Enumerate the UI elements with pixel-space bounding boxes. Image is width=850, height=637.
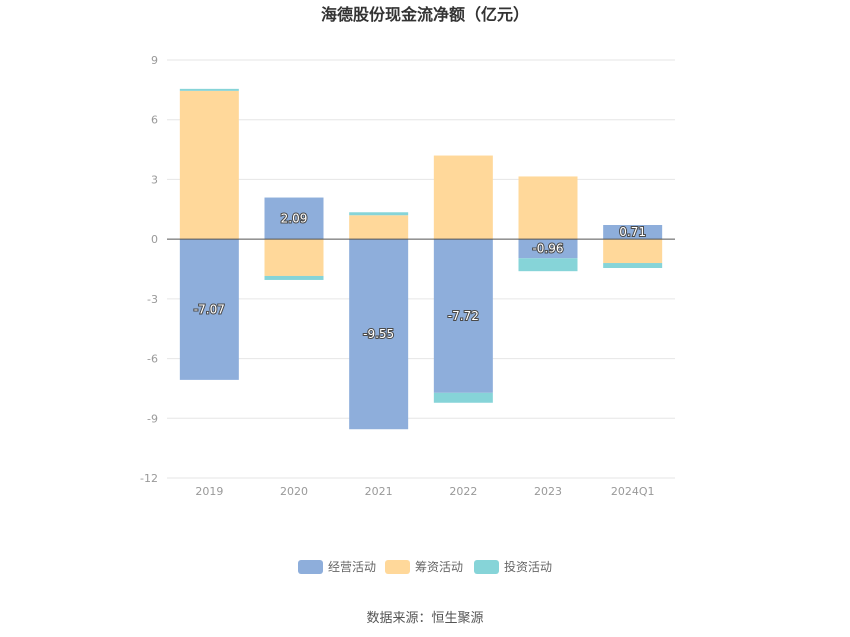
y-tick-label: 6 (151, 114, 158, 127)
bar-segment (518, 239, 578, 259)
legend-swatch[interactable] (385, 560, 410, 574)
legend[interactable]: 经营活动 筹资活动 投资活动 (298, 559, 552, 574)
y-tick-label: 9 (151, 54, 158, 67)
x-tick-label: 2022 (449, 485, 477, 498)
data-label: 2.09 (281, 211, 308, 225)
grid (167, 59, 675, 479)
bar-segment (179, 90, 239, 240)
data-label: 0.71 (619, 225, 646, 239)
bar-segment (349, 239, 409, 430)
source-note: 数据来源：恒生聚源 (366, 611, 483, 626)
x-tick-label: 2020 (280, 485, 308, 498)
x-tick-label: 2019 (195, 485, 223, 498)
y-tick-label: -3 (147, 293, 158, 306)
legend-swatch[interactable] (474, 560, 499, 574)
bar-segment (603, 239, 663, 264)
bar-segment (179, 239, 239, 380)
bar-segment (603, 225, 663, 240)
legend-swatch[interactable] (298, 560, 323, 574)
bar-segment (433, 392, 493, 403)
bar-segment (264, 275, 324, 280)
x-tick-label: 2024Q1 (611, 485, 655, 498)
y-tick-label: 3 (151, 173, 158, 186)
bar-segment (603, 263, 663, 269)
chart-title: 海德股份现金流净额（亿元） (321, 5, 529, 24)
x-tick-label: 2021 (365, 485, 393, 498)
x-tick-label: 2023 (534, 485, 562, 498)
data-label: -0.96 (532, 242, 563, 256)
bars (179, 88, 663, 430)
bar-segment (349, 212, 409, 216)
bar-segment (433, 239, 493, 393)
y-tick-label: -6 (147, 353, 158, 366)
y-tick-label: -12 (140, 472, 158, 485)
y-tick-label: -9 (147, 412, 158, 425)
bar-segment (349, 215, 409, 240)
data-label: -9.55 (363, 327, 394, 341)
data-label: -7.07 (194, 303, 225, 317)
x-axis: 2019 2020 2021 2022 2023 2024Q1 (195, 485, 654, 498)
y-tick-label: 0 (151, 233, 158, 246)
bar-segment (518, 258, 578, 272)
bar-segment (264, 239, 324, 276)
bar-segment (433, 155, 493, 240)
bar-segment (264, 197, 324, 240)
data-labels: -7.07 2.09 -9.55 -7.72 -0.96 0.71 (193, 210, 647, 342)
bar-segment (518, 176, 578, 240)
legend-label[interactable]: 投资活动 (504, 559, 552, 574)
legend-label[interactable]: 经营活动 (328, 560, 376, 574)
data-label: -7.72 (448, 309, 479, 323)
bar-segment (179, 88, 239, 91)
legend-label[interactable]: 筹资活动 (415, 560, 463, 574)
y-axis: 9 6 3 0 -3 -6 -9 -12 (140, 54, 158, 485)
